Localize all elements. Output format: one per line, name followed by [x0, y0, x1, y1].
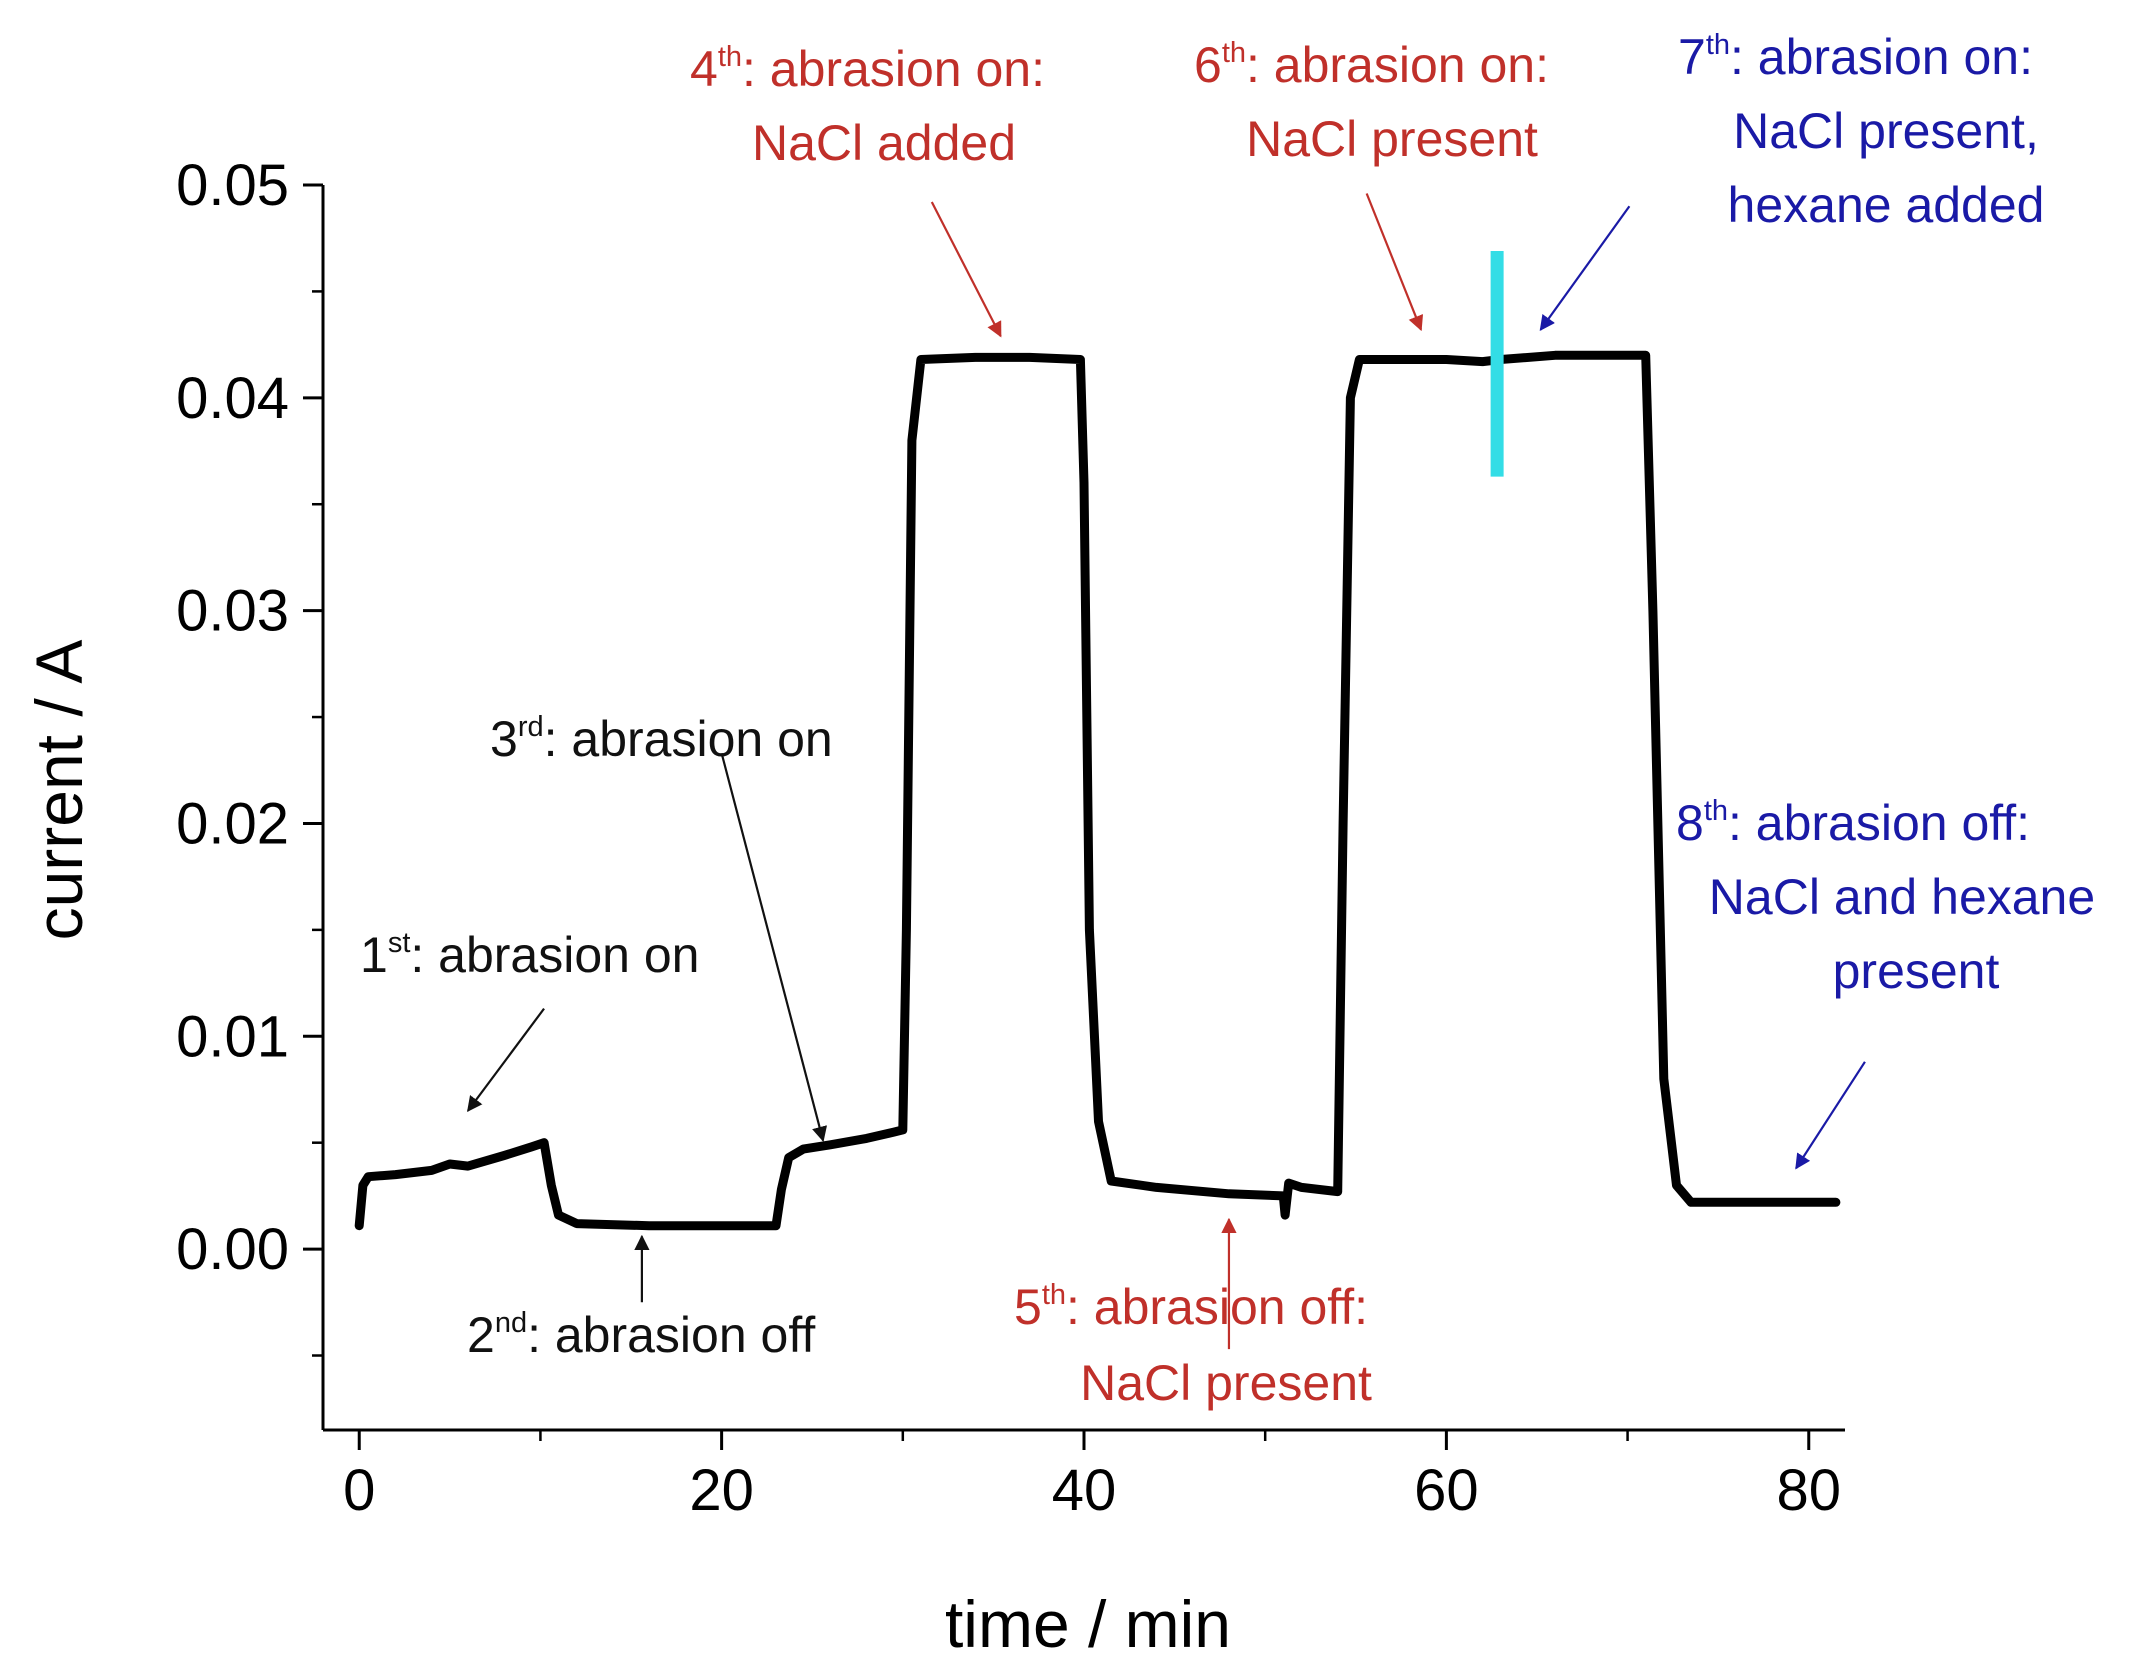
series-line-current: [354, 350, 1841, 1231]
annotation-arrow-8: [1795, 1061, 1866, 1170]
annotation-6: 6th: abrasion on: NaCl present: [1194, 37, 1549, 167]
annotation-6-label-line2: NaCl present: [1246, 111, 1538, 167]
annotation-arrow-7: [1539, 205, 1631, 331]
y-tick-label: 0.04: [176, 366, 289, 431]
annotation-8-label-line2: NaCl and hexane: [1709, 869, 2095, 925]
annotation-arrow-3: [720, 752, 828, 1143]
annotation-2-label: 2nd: abrasion off: [467, 1307, 815, 1363]
annotation-7-label-line3: hexane added: [1728, 177, 2045, 233]
annotation-5: 5th: abrasion off: NaCl present: [1014, 1279, 1372, 1411]
annotation-7-label-line2: NaCl present,: [1733, 103, 2039, 159]
annotation-6-label-line1: 6th: abrasion on:: [1194, 37, 1549, 93]
annotation-7: 7th: abrasion on: NaCl present, hexane a…: [1678, 29, 2044, 233]
x-tick-label: 0: [343, 1458, 375, 1523]
annotation-5-label-line1: 5th: abrasion off:: [1014, 1279, 1368, 1335]
annotation-arrows: [467, 193, 1866, 1350]
annotation-arrow-4: [930, 201, 1002, 338]
y-tick-label: 0.00: [176, 1217, 289, 1282]
y-tick-label: 0.01: [176, 1004, 289, 1069]
annotation-1: 1st: abrasion on: [360, 927, 699, 983]
annotation-2: 2nd: abrasion off: [467, 1307, 815, 1363]
x-tick-label: 40: [1052, 1458, 1117, 1523]
annotation-4-label-line1: 4th: abrasion on:: [690, 41, 1045, 97]
annotation-arrow-1: [467, 1007, 545, 1113]
annotation-8: 8th: abrasion off: NaCl and hexane prese…: [1676, 795, 2095, 999]
y-tick-label: 0.03: [176, 579, 289, 644]
annotation-4-label-line2: NaCl added: [752, 115, 1016, 171]
annotation-1-label: 1st: abrasion on: [360, 927, 699, 983]
annotation-7-label-line1: 7th: abrasion on:: [1678, 29, 2033, 85]
x-axis-title: time / min: [945, 1587, 1231, 1661]
annotation-4: 4th: abrasion on: NaCl added: [690, 41, 1045, 171]
annotation-8-label-line3: present: [1833, 943, 2000, 999]
x-tick-label: 80: [1777, 1458, 1842, 1523]
x-tick-label: 60: [1414, 1458, 1479, 1523]
annotation-3: 3rd: abrasion on: [490, 711, 833, 767]
x-tick-label: 20: [689, 1458, 754, 1523]
annotation-3-label: 3rd: abrasion on: [490, 711, 833, 767]
y-axis-title: current / A: [22, 640, 96, 941]
y-tick-label: 0.02: [176, 791, 289, 856]
annotation-5-label-line2: NaCl present: [1080, 1355, 1372, 1411]
y-tick-label: 0.05: [176, 153, 289, 218]
axis-tick-labels: 0 20 40 60 80 0.00 0.01 0.02 0.03 0.04 0.05: [176, 153, 1841, 1523]
series-layer: [354, 350, 1841, 1231]
annotation-arrow-6: [1365, 193, 1424, 332]
axis-ticks: [303, 183, 1811, 1450]
annotation-8-label-line1: 8th: abrasion off:: [1676, 795, 2030, 851]
